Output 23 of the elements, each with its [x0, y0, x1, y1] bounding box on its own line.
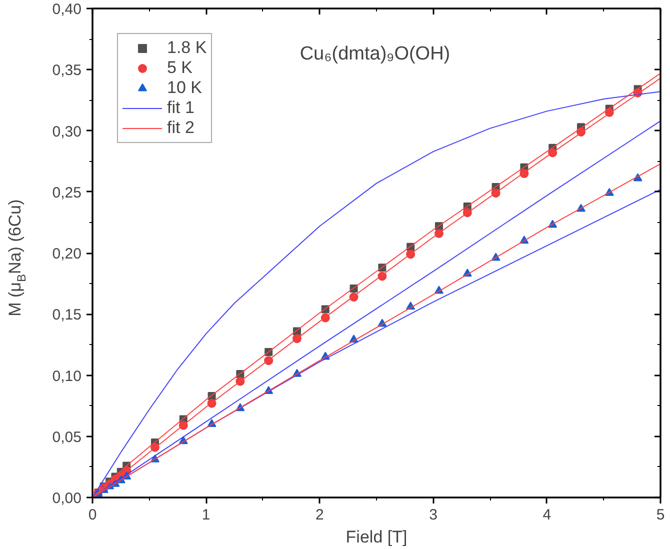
y-tick-label: 0,35	[52, 62, 82, 80]
x-tick-label: 5	[656, 506, 665, 524]
y-tick-label: 0,20	[52, 246, 82, 262]
y-tick-label: 0,10	[52, 368, 82, 385]
y-axis-title: M (μBNa) (6Cu)	[6, 199, 28, 316]
x-tick-label: 1	[202, 506, 210, 524]
y-tick-label: 0,25	[52, 184, 82, 202]
x-tick-label: 4	[542, 506, 552, 524]
legend-label: fit 1	[167, 98, 194, 118]
legend-label: 5 K	[167, 58, 193, 78]
x-tick-label: 2	[316, 506, 324, 524]
x-tick-label: 3	[429, 506, 438, 524]
legend-label: 1.8 K	[167, 38, 207, 58]
y-tick-label: 0,40	[52, 1, 82, 18]
y-tick-label: 0,15	[52, 306, 82, 324]
y-tick-label: 0,30	[52, 123, 82, 140]
legend-label: fit 2	[167, 118, 194, 138]
legend-label: 10 K	[167, 78, 202, 98]
x-tick-label: 0	[88, 506, 97, 524]
y-tick-label: 0,05	[52, 428, 82, 446]
y-tick-label: 0,00	[52, 490, 82, 507]
x-axis-title: Field [T]	[346, 528, 408, 546]
text: Cu₆(dmta)₉O(OH)	[300, 44, 450, 65]
